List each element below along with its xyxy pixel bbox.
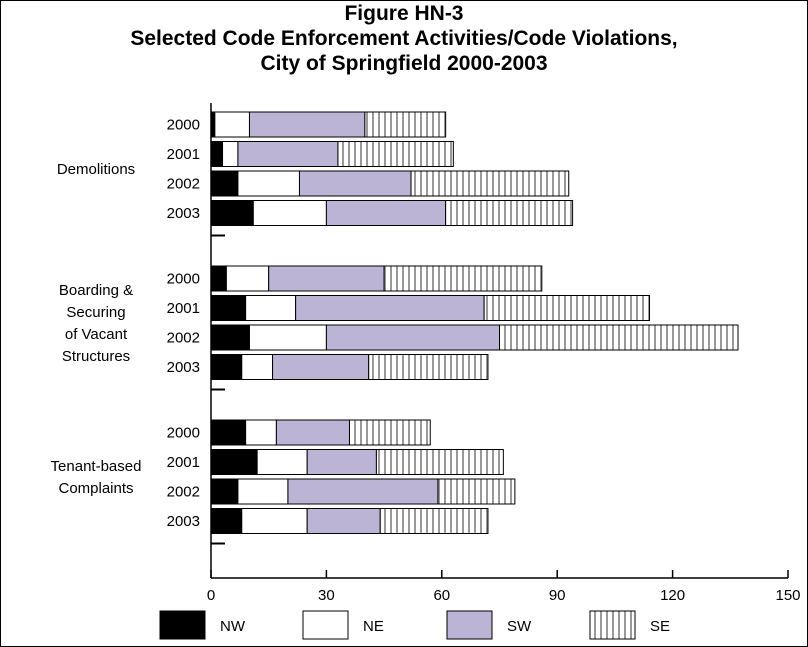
- bar-segment-se: [445, 200, 574, 226]
- bar-segment-nw: [210, 141, 224, 167]
- year-label: 2000: [167, 425, 200, 442]
- year-label: 2001: [167, 300, 200, 317]
- legend-label-sw: SW: [507, 618, 532, 635]
- chart-title-line-2: Selected Code Enforcement Activities/Cod…: [130, 27, 678, 50]
- legend-swatch-ne: [302, 610, 349, 640]
- bar-segment-sw: [325, 324, 500, 351]
- legend-label-se: SE: [650, 618, 670, 635]
- bar-segment-sw: [295, 295, 485, 321]
- bar-segment-sw: [272, 354, 370, 380]
- bar-segment-sw: [306, 449, 377, 475]
- bar-segment-nw: [210, 295, 247, 321]
- bar-segment-ne: [252, 200, 327, 226]
- legend-swatch-se: [589, 610, 636, 640]
- bar-segment-nw: [210, 200, 254, 226]
- bar-segment-se: [368, 354, 489, 380]
- year-label: 2002: [167, 176, 200, 193]
- group-label: Demolitions: [57, 161, 135, 178]
- bar-segment-ne: [245, 295, 297, 321]
- bar-segment-se: [337, 141, 454, 167]
- legend-label-nw: NW: [220, 618, 246, 635]
- group-label: of Vacant: [65, 326, 128, 343]
- bar-segment-nw: [210, 508, 243, 534]
- x-tick-label: 0: [207, 587, 215, 604]
- year-label: 2001: [167, 146, 200, 163]
- bar-segment-ne: [225, 265, 270, 292]
- x-tick-label: 60: [433, 587, 450, 604]
- bar-segment-ne: [241, 508, 308, 534]
- bar-segment-nw: [210, 170, 239, 197]
- bar-segment-sw: [237, 141, 339, 167]
- bar-segment-sw: [248, 111, 366, 138]
- x-tick-label: 30: [318, 587, 335, 604]
- year-label: 2001: [167, 454, 200, 471]
- legend-swatch-nw: [159, 610, 206, 640]
- bar-segment-ne: [237, 478, 289, 505]
- group-label: Structures: [62, 348, 130, 365]
- bar-segment-ne: [241, 354, 274, 380]
- group-label: Boarding &: [59, 282, 133, 299]
- bar-segment-sw: [306, 508, 381, 534]
- year-label: 2002: [167, 484, 200, 501]
- bar-segment-se: [437, 478, 516, 505]
- bar-segment-se: [379, 508, 489, 534]
- year-label: 2003: [167, 513, 200, 530]
- year-label: 2003: [167, 359, 200, 376]
- bar-segment-ne: [214, 111, 250, 138]
- chart-title-line-1: Figure HN-3: [344, 2, 464, 25]
- bar-segment-nw: [210, 478, 239, 505]
- bar-segment-nw: [210, 419, 247, 446]
- x-tick-label: 90: [549, 587, 566, 604]
- bar-segment-se: [499, 324, 739, 351]
- bar-segment-se: [364, 111, 447, 138]
- x-tick-label: 150: [775, 587, 800, 604]
- bar-segment-se: [483, 295, 651, 321]
- bar-segment-nw: [210, 354, 243, 380]
- bar-segment-se: [348, 419, 431, 446]
- bar-segment-nw: [210, 324, 250, 351]
- bar-segment-ne: [248, 324, 327, 351]
- bar-segment-se: [375, 449, 504, 475]
- chart-title-line-3: City of Springfield 2000-2003: [260, 52, 548, 75]
- legend-swatch-sw: [446, 610, 493, 640]
- bar-segment-nw: [210, 449, 258, 475]
- bar-segment-sw: [275, 419, 350, 446]
- bar-segment-ne: [222, 141, 239, 167]
- group-label: Tenant-based: [51, 458, 142, 475]
- bar-segment-sw: [268, 265, 385, 292]
- x-tick-label: 120: [660, 587, 685, 604]
- bar-segment-se: [410, 170, 570, 197]
- bar-segment-sw: [287, 478, 439, 505]
- year-label: 2002: [167, 330, 200, 347]
- legend-label-ne: NE: [363, 618, 384, 635]
- bar-segment-se: [383, 265, 543, 292]
- year-label: 2000: [167, 271, 200, 288]
- bar-segment-sw: [298, 170, 412, 197]
- year-label: 2003: [167, 205, 200, 222]
- bar-segment-ne: [245, 419, 277, 446]
- group-label: Securing: [66, 304, 125, 321]
- year-label: 2000: [167, 117, 200, 134]
- group-label: Complaints: [58, 480, 133, 497]
- bar-segment-nw: [210, 265, 227, 292]
- bar-segment-sw: [325, 200, 447, 226]
- bar-segment-ne: [256, 449, 308, 475]
- bar-segment-ne: [237, 170, 300, 197]
